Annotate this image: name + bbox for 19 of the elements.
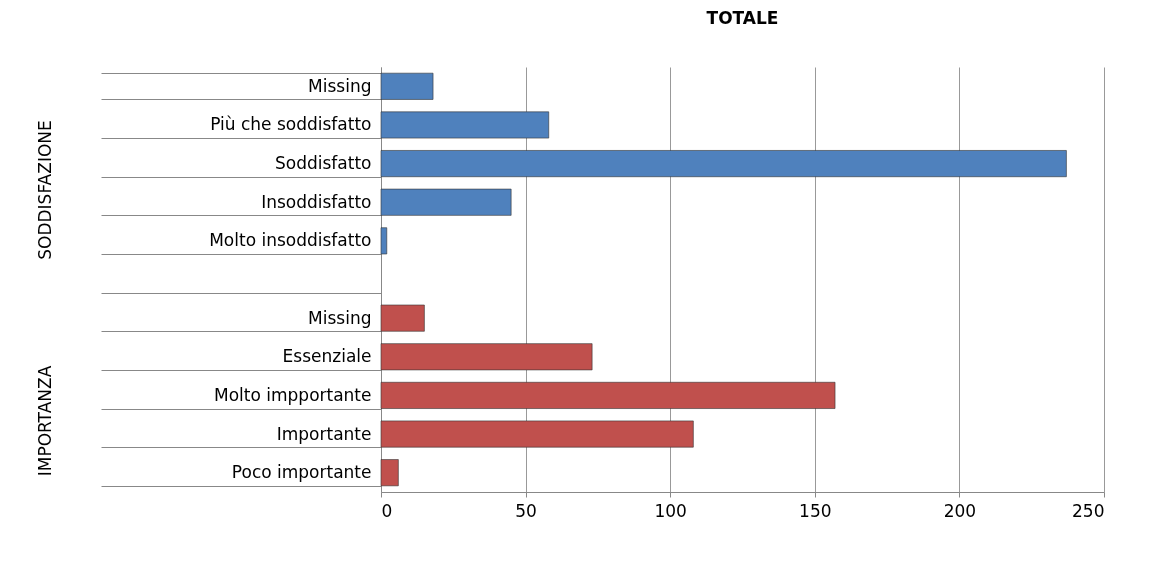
- y-tick-label: Insoddisfatto: [261, 191, 372, 212]
- text: SODDISFAZIONE: [35, 119, 55, 260]
- y-tick-label: Soddisfatto: [275, 153, 372, 174]
- x-tick-label: 250: [1072, 500, 1105, 521]
- y-tick-label: Molto impportante: [214, 384, 372, 405]
- x-tick-label: 150: [799, 500, 832, 521]
- x-tick-label: 100: [654, 500, 687, 521]
- x-tick-label: 50: [515, 500, 537, 521]
- y-tick-label: Molto insoddisfatto: [209, 230, 372, 251]
- y-tick-label: Missing: [308, 75, 372, 96]
- x-tick-label: 200: [943, 500, 977, 521]
- x-tick-label: 0: [381, 500, 393, 521]
- y-tick-label: Poco importante: [231, 462, 372, 483]
- y-tick-label: Essenziale: [282, 346, 372, 367]
- y-tick-label: Più che soddisfatto: [210, 114, 372, 135]
- text: IMPORTANZA: [35, 366, 55, 477]
- y-tick-label: Importante: [276, 423, 372, 444]
- y-tick-label: Missing: [308, 307, 372, 328]
- chart-title: TOTALE: [706, 8, 779, 28]
